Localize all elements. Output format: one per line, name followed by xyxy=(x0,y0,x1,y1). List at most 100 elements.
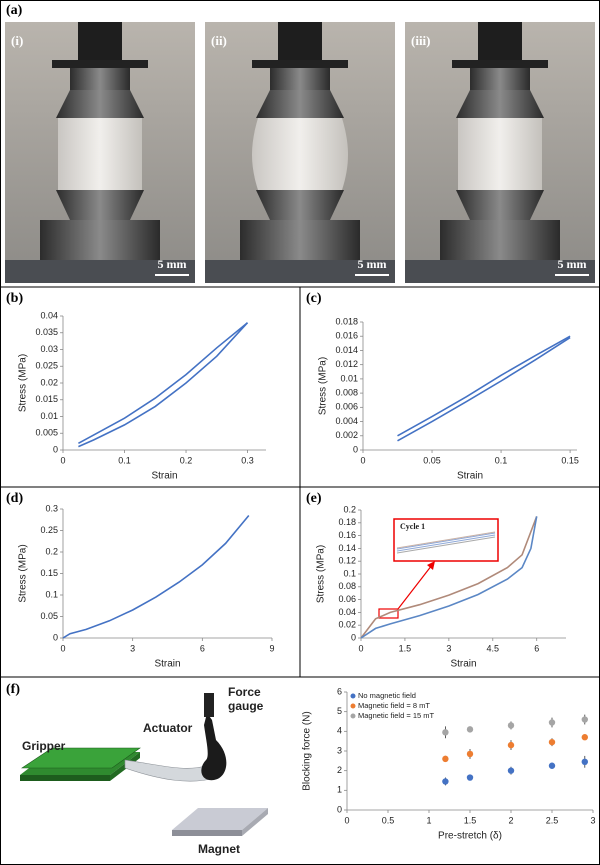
y-tick-label: 0.01 xyxy=(40,411,58,421)
photo-part xyxy=(452,60,548,68)
x-tick-label: 0 xyxy=(360,455,365,465)
y-tick-label: 0.012 xyxy=(335,359,358,369)
y-tick-label: 0.008 xyxy=(335,387,358,397)
series-line xyxy=(360,516,538,639)
photo-part xyxy=(458,118,542,190)
photo-part xyxy=(440,220,560,260)
label: gauge xyxy=(228,699,264,713)
x-tick-label: 1.5 xyxy=(399,643,412,653)
photo-part xyxy=(478,22,522,62)
photo-part xyxy=(456,90,544,118)
y-tick-label: 3 xyxy=(337,745,342,755)
y-axis-label: Stress (MPa) xyxy=(316,545,327,603)
photo-part xyxy=(52,60,148,68)
y-tick-label: 0.04 xyxy=(40,310,58,320)
y-tick-label: 0.025 xyxy=(35,361,58,371)
photo-part xyxy=(78,22,122,62)
diagram: (f) Gripper Actuator Force gauge Magnet xyxy=(6,682,268,856)
y-tick-label: 0.2 xyxy=(343,504,356,514)
x-tick-label: 1 xyxy=(426,815,431,825)
panel-label: (c) xyxy=(306,291,322,306)
photo-part xyxy=(70,68,130,90)
y-tick-label: 0.016 xyxy=(335,331,358,341)
point xyxy=(507,722,515,729)
legend-marker xyxy=(350,713,356,719)
label: Magnet xyxy=(198,842,240,856)
y-tick-label: 6 xyxy=(337,686,342,696)
point xyxy=(581,734,588,741)
y-tick-label: 0.1 xyxy=(343,568,356,578)
panel-label: (d) xyxy=(6,491,23,506)
photo-part xyxy=(252,60,348,68)
photo-part xyxy=(456,190,544,220)
x-tick-label: 0 xyxy=(60,643,65,653)
y-tick-label: 0.16 xyxy=(338,530,356,540)
x-tick-label: 2.5 xyxy=(546,815,559,825)
x-axis-label: Strain xyxy=(154,659,180,670)
photo-label: (iii) xyxy=(411,33,431,48)
photo-part xyxy=(470,68,530,90)
y-tick-label: 0.014 xyxy=(335,345,358,355)
scale-label: 5 mm xyxy=(558,257,587,271)
photo-part xyxy=(56,90,144,118)
y-tick-label: 0.1 xyxy=(45,589,58,599)
legend-label: Magnetic field = 15 mT xyxy=(358,711,434,720)
x-tick-label: 0.1 xyxy=(495,455,508,465)
y-tick-label: 0.06 xyxy=(338,594,356,604)
x-tick-label: 3 xyxy=(130,643,135,653)
x-axis-label: Pre-stretch (δ) xyxy=(438,831,502,842)
panel-label: (e) xyxy=(306,491,322,506)
y-tick-label: 0.12 xyxy=(338,556,356,566)
x-tick-label: 0.5 xyxy=(382,815,395,825)
legend-label: Magnetic field = 8 mT xyxy=(358,701,430,710)
y-tick-label: 0 xyxy=(53,632,58,642)
y-tick-label: 0.2 xyxy=(45,546,58,556)
y-tick-label: 0.02 xyxy=(338,620,356,630)
photo-part xyxy=(405,260,595,283)
photo-part xyxy=(58,118,142,190)
point xyxy=(442,755,449,763)
x-tick-label: 4.5 xyxy=(487,643,500,653)
series-line xyxy=(62,514,250,639)
y-tick-label: 0.05 xyxy=(40,611,58,621)
point xyxy=(507,741,515,749)
series-line xyxy=(78,322,249,448)
x-tick-label: 6 xyxy=(534,643,539,653)
photo-part xyxy=(270,68,330,90)
x-tick-label: 3 xyxy=(446,643,451,653)
y-tick-label: 0.08 xyxy=(338,581,356,591)
photo-part xyxy=(278,22,322,62)
x-tick-label: 0.15 xyxy=(561,455,579,465)
series-line xyxy=(397,335,571,437)
photo-label: (ii) xyxy=(211,33,227,48)
y-tick-label: 0.005 xyxy=(35,428,58,438)
x-tick-label: 3 xyxy=(590,815,595,825)
photo-part xyxy=(252,118,348,190)
photo-part xyxy=(240,220,360,260)
x-tick-label: 0.3 xyxy=(241,455,254,465)
inset-line xyxy=(396,536,496,554)
zoom-arrow xyxy=(397,564,433,610)
photo-part xyxy=(256,190,344,220)
y-tick-label: 0.04 xyxy=(338,607,356,617)
y-tick-label: 0.25 xyxy=(40,525,58,535)
y-tick-label: 0.03 xyxy=(40,344,58,354)
y-tick-label: 5 xyxy=(337,706,342,716)
point xyxy=(507,767,515,774)
point xyxy=(466,726,474,733)
y-tick-label: 0 xyxy=(353,444,358,454)
y-tick-label: 0.15 xyxy=(40,568,58,578)
photo-row: (i) 5 mm (ii) 5 mm (iii) 5 mm xyxy=(5,22,595,283)
photo-label: (i) xyxy=(11,33,23,48)
panel-label: (f) xyxy=(6,682,20,697)
x-tick-label: 1.5 xyxy=(464,815,477,825)
inset-line xyxy=(396,534,496,552)
y-tick-label: 0 xyxy=(351,632,356,642)
y-tick-label: 0.018 xyxy=(335,316,358,326)
y-tick-label: 0.02 xyxy=(40,377,58,387)
label: Force xyxy=(228,685,261,699)
y-tick-label: 1 xyxy=(337,785,342,795)
photo-part xyxy=(205,260,395,283)
point xyxy=(548,738,556,746)
point xyxy=(548,719,556,726)
